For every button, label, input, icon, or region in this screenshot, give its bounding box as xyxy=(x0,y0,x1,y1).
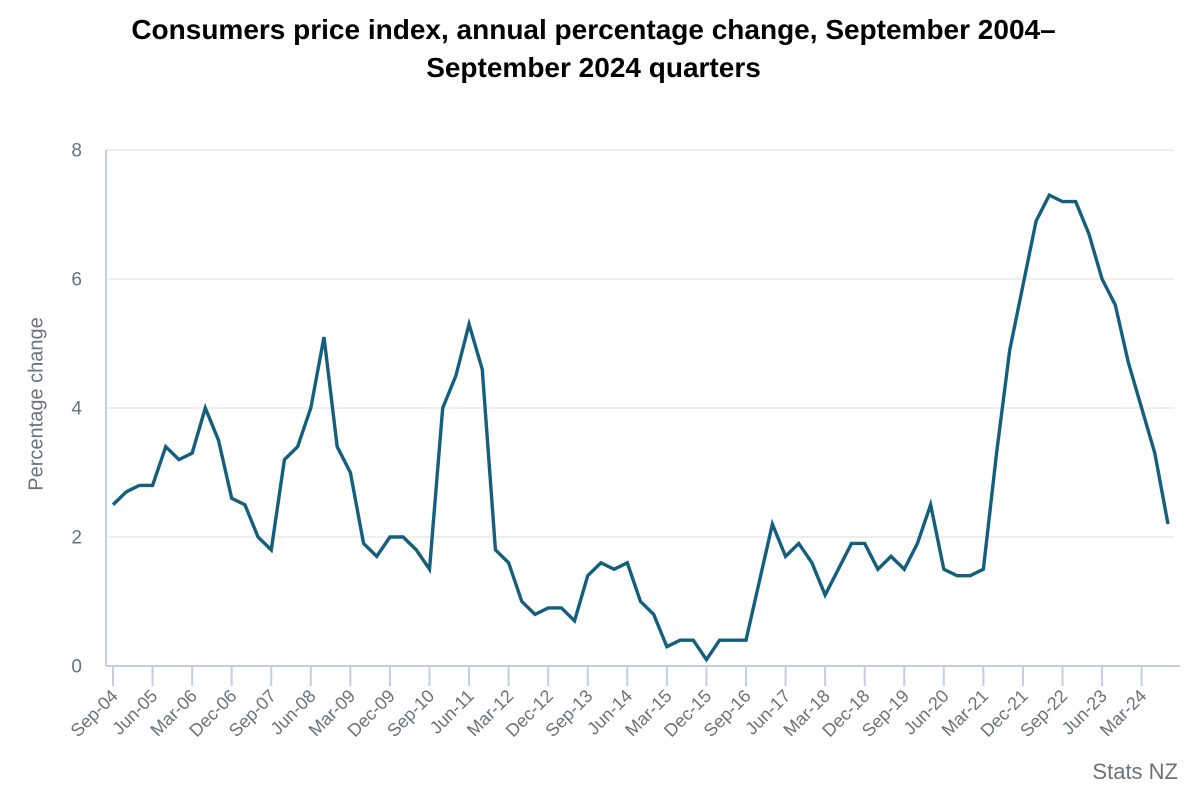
y-tick-label: 4 xyxy=(71,399,82,420)
y-axis-title: Percentage change xyxy=(25,317,48,491)
y-tick-label: 6 xyxy=(71,270,82,291)
source-attribution: Stats NZ xyxy=(1092,759,1178,784)
cpi-series-line xyxy=(111,192,1170,663)
y-tick-label: 0 xyxy=(71,657,82,678)
y-tick-label: 8 xyxy=(71,141,82,162)
x-tick-label: Sep-04 xyxy=(67,686,122,741)
chart-title: Consumers price index, annual percentage… xyxy=(131,14,1056,83)
y-tick-label: 2 xyxy=(71,528,82,549)
